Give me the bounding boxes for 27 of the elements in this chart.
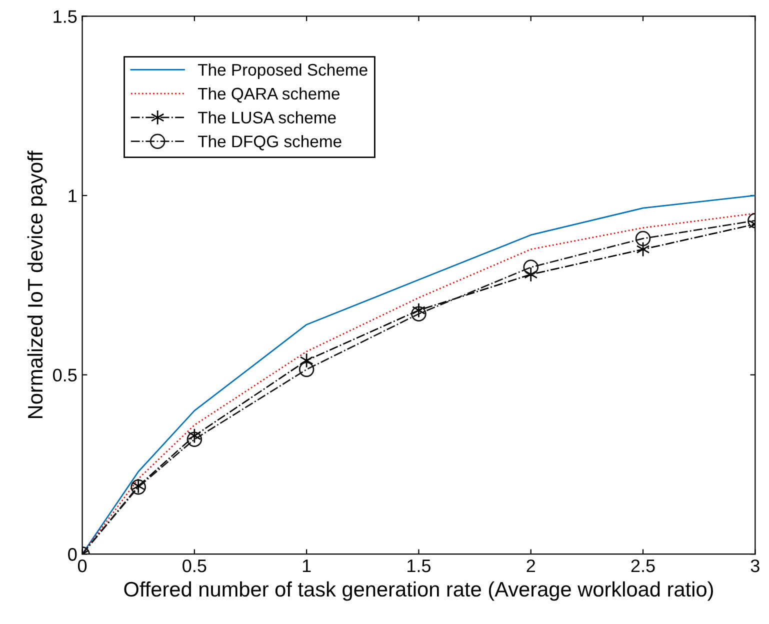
point: [300, 352, 314, 368]
x-tick-label: 0.5: [182, 559, 206, 572]
point: [411, 306, 426, 322]
point: [298, 362, 314, 378]
point: [636, 242, 650, 257]
y-axis-title: Normalized IoT device payoff: [27, 150, 47, 418]
legend-label: The QARA scheme: [198, 87, 340, 103]
point: [524, 266, 538, 282]
legend-label: The Proposed Scheme: [198, 63, 368, 80]
x-tick-label: 0: [78, 559, 87, 572]
point: [186, 432, 202, 447]
y-tick-label: 1: [68, 190, 77, 202]
y-tick-label: 0: [68, 548, 77, 561]
point: [523, 260, 539, 275]
x-tick-label: 2: [526, 559, 535, 572]
point: [188, 428, 202, 444]
point: [635, 230, 651, 246]
point: [412, 302, 426, 318]
x-tick-label: 1: [302, 560, 311, 572]
x-axis-title: Offered number of task generation rate (Average workload ratio): [124, 581, 713, 601]
legend-label: The DFQG scheme: [198, 135, 342, 150]
y-tick-label: 1.5: [54, 10, 77, 23]
x-tick-label: 1.5: [408, 560, 431, 572]
legend-label: The LUSA scheme: [198, 111, 336, 124]
x-tick-label: 2.5: [631, 559, 655, 572]
x-tick-label: 3: [750, 559, 760, 572]
y-tick-label: 0.5: [53, 368, 77, 382]
